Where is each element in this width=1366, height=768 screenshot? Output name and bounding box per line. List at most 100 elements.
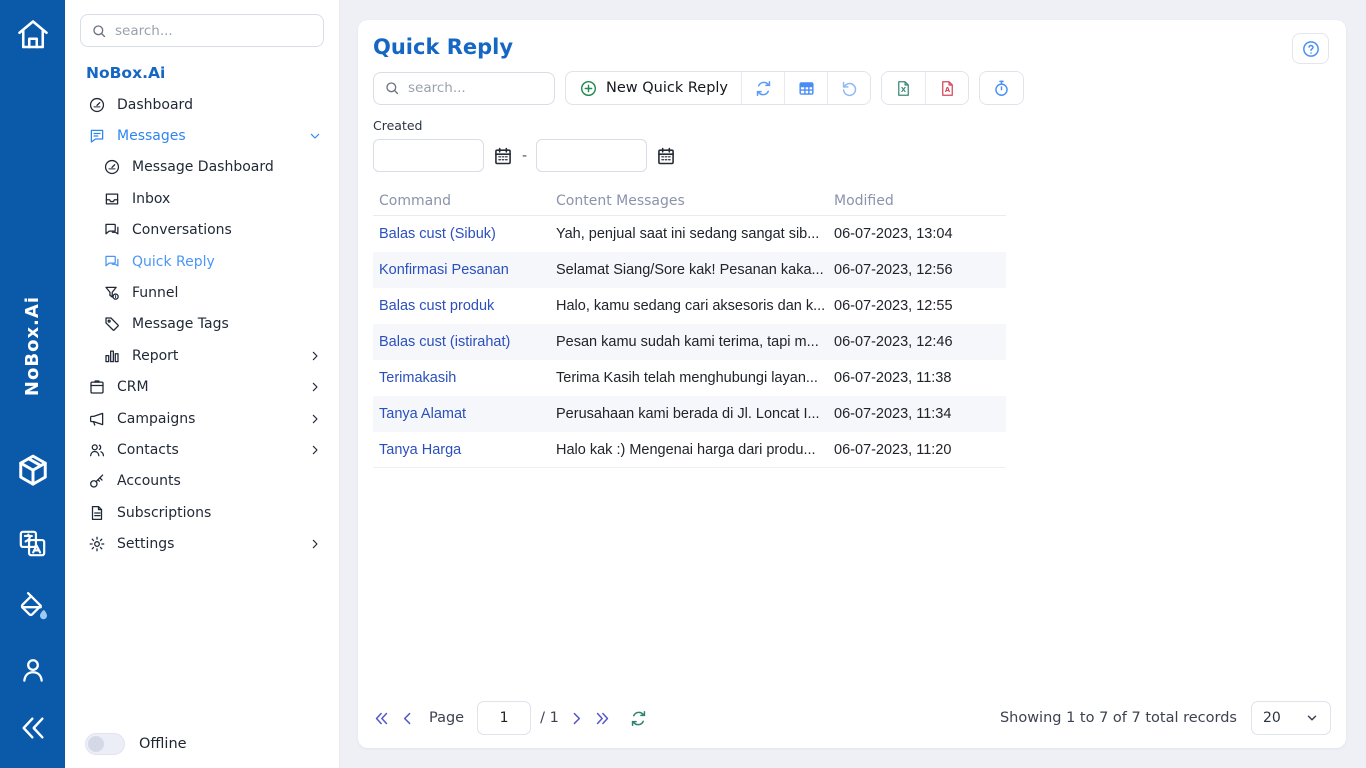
column-header-content-messages[interactable]: Content Messages (556, 192, 685, 209)
sidebar-item-label: Messages (117, 128, 186, 145)
sidebar-item-campaigns[interactable]: Campaigns (65, 403, 339, 434)
command-link[interactable]: Tanya Harga (379, 441, 462, 458)
profile-button[interactable] (0, 654, 65, 686)
sidebar-search-input[interactable] (115, 22, 313, 39)
date-from-input[interactable] (373, 139, 484, 172)
chevron-down-icon (1305, 711, 1319, 725)
sidebar-item-subscriptions[interactable]: Subscriptions (65, 497, 339, 528)
inbox-icon (103, 190, 121, 208)
table-icon (797, 79, 816, 98)
translate-button[interactable] (0, 527, 65, 560)
modified-cell: 06-07-2023, 11:34 (834, 406, 952, 422)
timer-group (979, 71, 1025, 105)
command-link[interactable]: Balas cust (Sibuk) (379, 226, 496, 242)
command-link[interactable]: Konfirmasi Pesanan (379, 262, 509, 278)
command-link[interactable]: Balas cust (istirahat) (379, 334, 511, 350)
table-search[interactable] (373, 71, 555, 105)
sidebar-item-report[interactable]: Report (65, 340, 339, 371)
tag-icon (103, 315, 121, 333)
pagination: Page / 1 (373, 701, 648, 735)
table-row[interactable]: Tanya Harga Halo kak :) Mengenai harga da… (373, 432, 1006, 468)
columns-button[interactable] (784, 72, 828, 104)
date-range-separator: - (522, 147, 528, 164)
new-quick-reply-button[interactable]: New Quick Reply (566, 72, 741, 104)
sidebar-item-funnel[interactable]: Funnel (65, 277, 339, 308)
column-header-command[interactable]: Command (379, 192, 451, 209)
next-page-button[interactable] (568, 710, 585, 727)
actions-group: New Quick Reply (565, 71, 872, 105)
sidebar-item-message-dashboard[interactable]: Message Dashboard (65, 152, 339, 183)
sidebar-item-message-tags[interactable]: Message Tags (65, 309, 339, 340)
table-row[interactable]: Balas cust produk Halo, kamu sedang cari … (373, 288, 1006, 324)
reload-table-button[interactable] (629, 709, 648, 728)
sidebar-item-accounts[interactable]: Accounts (65, 466, 339, 497)
timer-button[interactable] (980, 72, 1024, 104)
toggle-knob (88, 736, 104, 752)
table-row[interactable]: Tanya Alamat Perusahaan kami berada di Jl… (373, 396, 1006, 432)
refresh-button[interactable] (741, 72, 785, 104)
theme-button[interactable] (0, 590, 65, 623)
sidebar-item-dashboard[interactable]: Dashboard (65, 89, 339, 120)
sidebar: NoBox.Ai Dashboard Messages Message Dashbo… (65, 0, 340, 768)
chevron-right-icon (307, 348, 323, 364)
sidebar-item-messages[interactable]: Messages (65, 120, 339, 151)
sidebar-item-label: Campaigns (117, 410, 196, 427)
export-excel-button[interactable]: X (882, 72, 926, 104)
sidebar-item-label: Message Tags (132, 316, 229, 333)
table-row[interactable]: Terimakasih Terima Kasih telah menghubung… (373, 360, 1006, 396)
help-button[interactable] (1292, 33, 1329, 64)
modified-cell: 06-07-2023, 12:46 (834, 334, 953, 350)
command-link[interactable]: Terimakasih (379, 370, 457, 386)
sidebar-item-label: CRM (117, 379, 149, 396)
modified-cell: 06-07-2023, 12:55 (834, 298, 953, 314)
sidebar-search[interactable] (80, 14, 324, 47)
page-number-input[interactable] (477, 701, 532, 735)
table-row[interactable]: Balas cust (istirahat) Pesan kamu sudah k… (373, 324, 1006, 360)
user-icon (17, 654, 49, 686)
search-icon (384, 80, 400, 96)
quick-reply-table: Command Content Messages Modified Balas … (373, 186, 1006, 468)
bar-chart-icon (103, 347, 121, 365)
quick-reply-card: Quick Reply New Quick Reply (358, 20, 1346, 748)
showing-records-text: Showing 1 to 7 of 7 total records (999, 710, 1237, 726)
date-to-input[interactable] (536, 139, 648, 172)
last-page-button[interactable] (594, 710, 611, 727)
pdf-file-icon: A (938, 79, 957, 98)
sidebar-item-conversations[interactable]: Conversations (65, 215, 339, 246)
export-pdf-button[interactable]: A (925, 72, 969, 104)
sidebar-item-label: Funnel (132, 285, 179, 302)
column-header-modified[interactable]: Modified (834, 192, 894, 209)
page-size-select[interactable]: 20 (1251, 701, 1331, 735)
table-search-input[interactable] (408, 80, 544, 96)
undo-button[interactable] (827, 72, 871, 104)
created-label: Created (373, 118, 423, 133)
table-body: Balas cust (Sibuk) Yah, penjual saat ini … (373, 216, 1006, 468)
calendar-icon[interactable] (656, 146, 676, 166)
command-link[interactable]: Tanya Alamat (379, 406, 467, 422)
home-button[interactable] (0, 16, 65, 54)
first-page-button[interactable] (373, 710, 390, 727)
rail-brand: NoBox.Ai (22, 296, 43, 397)
sidebar-item-settings[interactable]: Settings (65, 528, 339, 559)
content-message-cell: Selamat Siang/Sore kak! Pesanan kaka... (556, 262, 824, 278)
calendar-icon[interactable] (493, 146, 513, 166)
logo-button[interactable] (0, 449, 65, 493)
box-icon (88, 378, 106, 396)
toolbar: New Quick Reply (373, 71, 1331, 105)
table-row[interactable]: Balas cust (Sibuk) Yah, penjual saat ini … (373, 216, 1006, 252)
chevron-down-icon (307, 128, 323, 144)
sidebar-item-quick-reply[interactable]: Quick Reply (65, 246, 339, 277)
sidebar-item-crm[interactable]: CRM (65, 372, 339, 403)
sidebar-item-inbox[interactable]: Inbox (65, 183, 339, 214)
sidebar-item-label: Settings (117, 536, 175, 553)
command-link[interactable]: Balas cust produk (379, 298, 495, 314)
main-area: Quick Reply New Quick Reply (340, 0, 1366, 768)
sidebar-item-contacts[interactable]: Contacts (65, 434, 339, 465)
refresh-icon (754, 79, 773, 98)
content-message-cell: Perusahaan kami berada di Jl. Loncat I..… (556, 406, 820, 422)
offline-toggle[interactable] (85, 733, 125, 755)
prev-page-button[interactable] (399, 710, 416, 727)
collapse-sidebar-button[interactable] (0, 712, 65, 744)
offline-label: Offline (139, 736, 187, 752)
table-row[interactable]: Konfirmasi Pesanan Selamat Siang/Sore kak… (373, 252, 1006, 288)
